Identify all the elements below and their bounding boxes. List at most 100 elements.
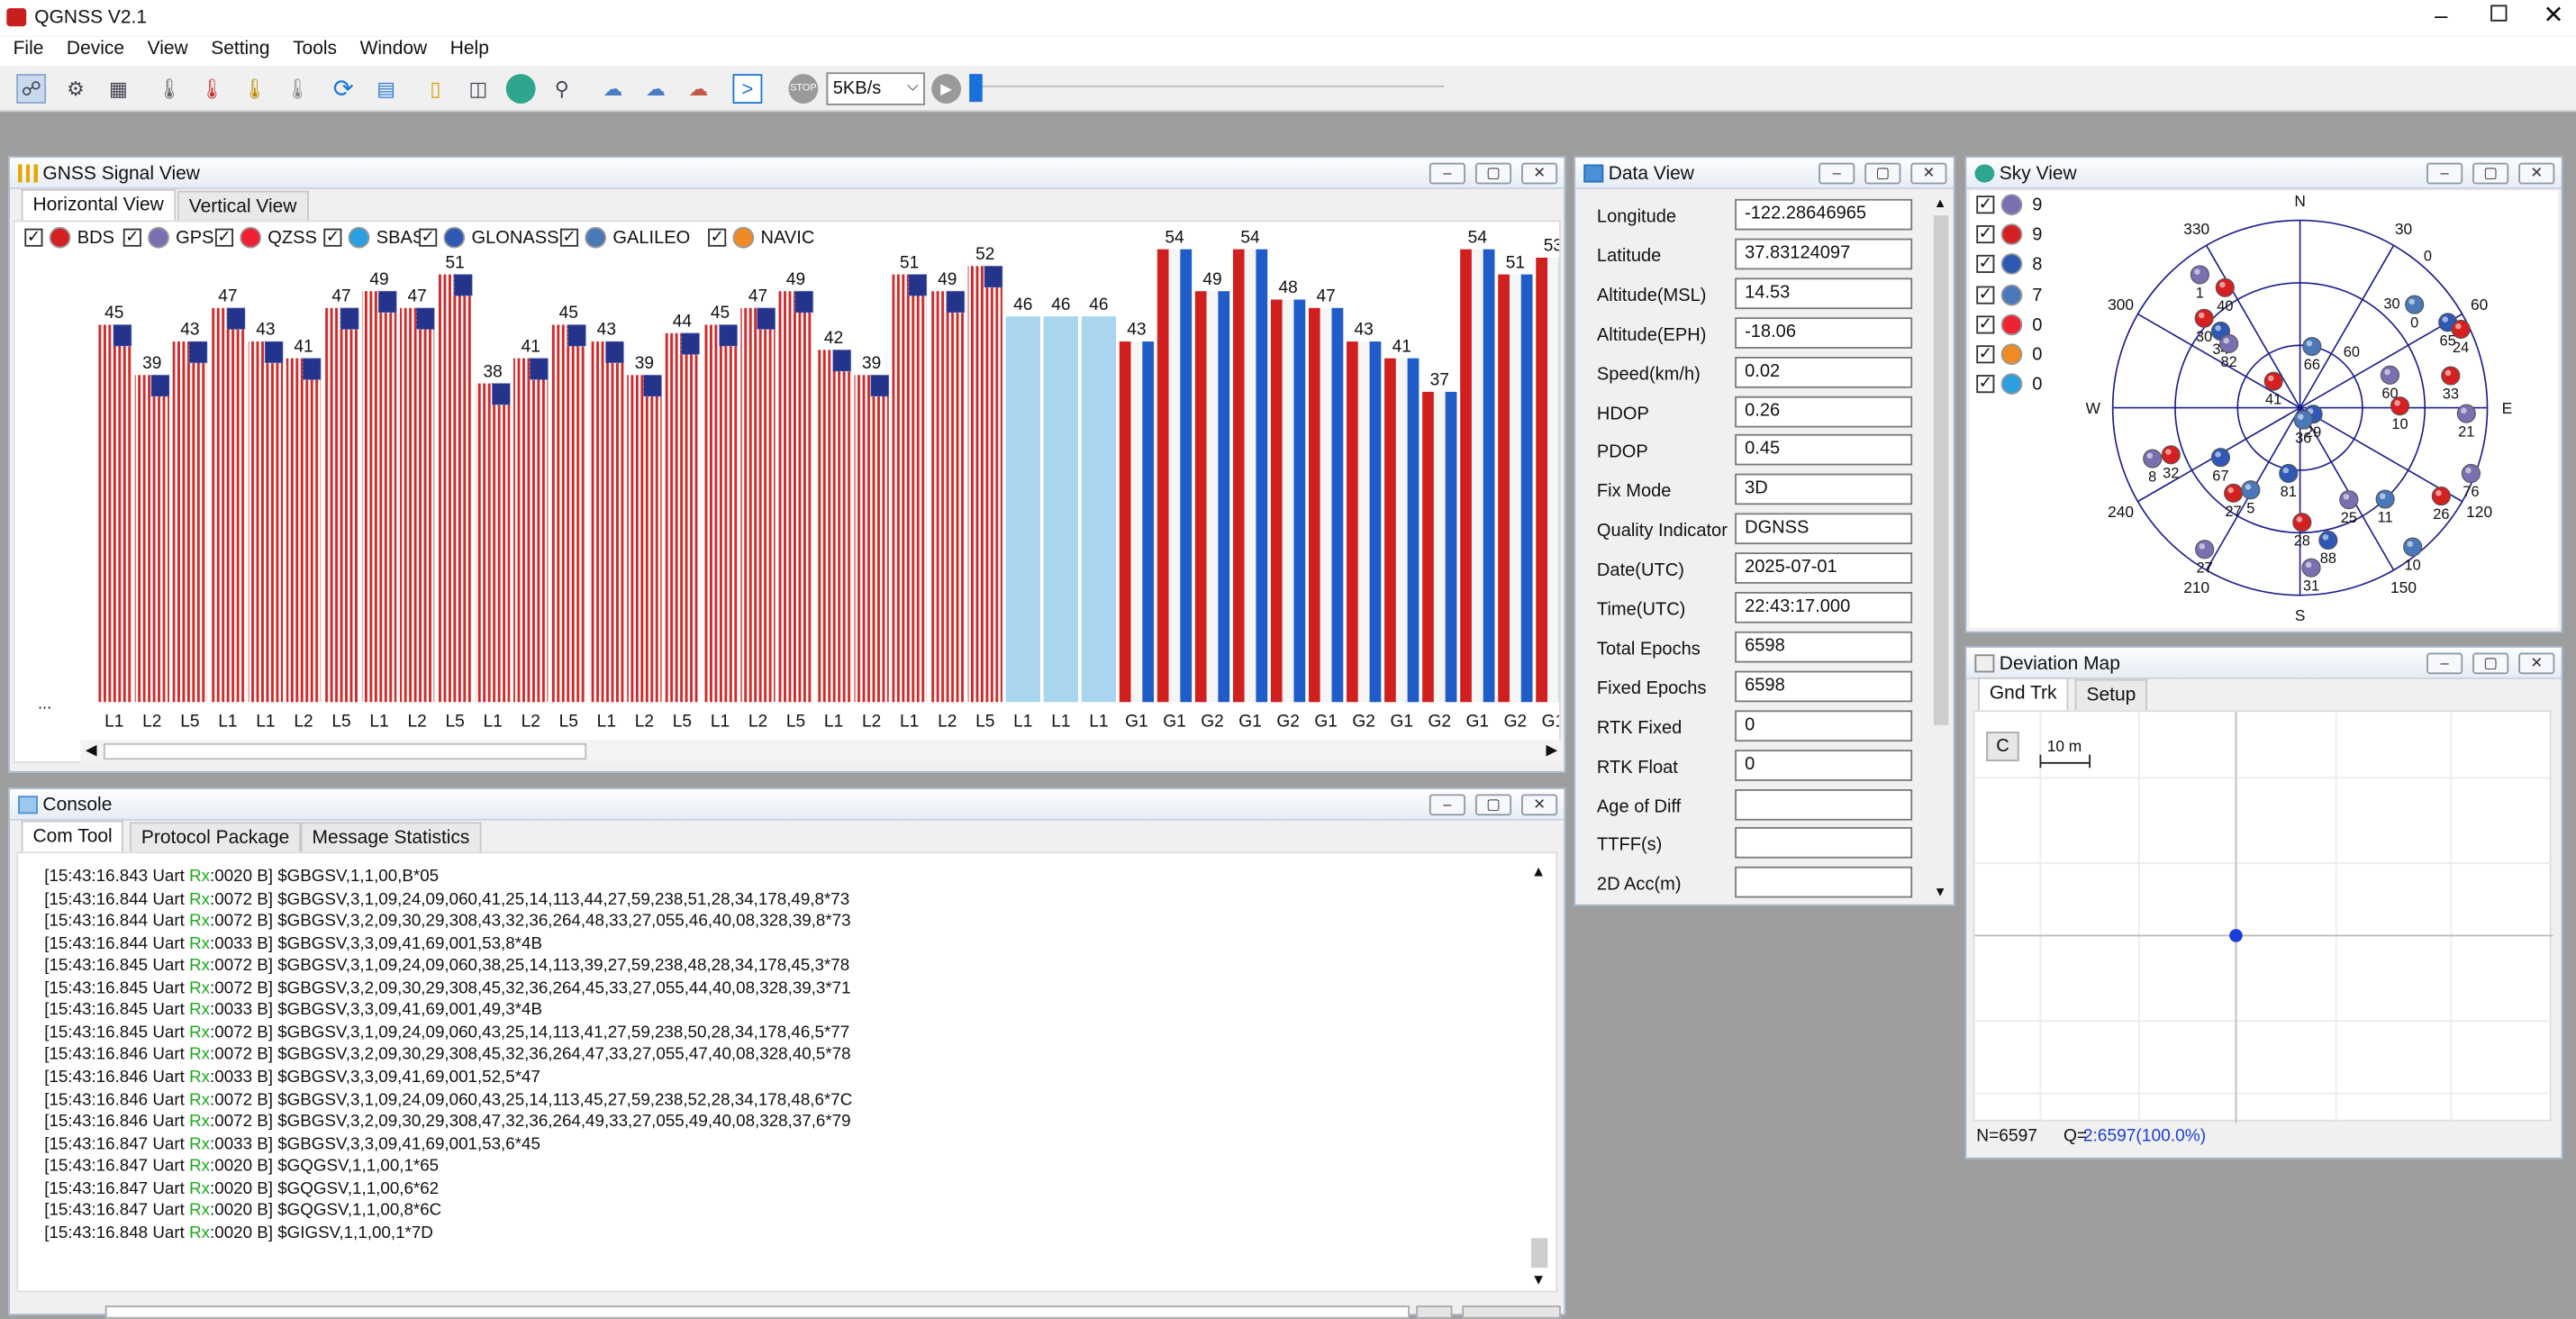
- scrollbar-thumb[interactable]: [104, 743, 586, 760]
- data-value-field[interactable]: 0: [1735, 749, 1912, 780]
- panel-minimize-button[interactable]: –: [1429, 163, 1465, 185]
- cloud-server-icon[interactable]: ☁: [680, 74, 716, 104]
- data-value-field[interactable]: 0: [1735, 710, 1912, 741]
- data-value-field[interactable]: 6598: [1735, 632, 1912, 663]
- map-icon[interactable]: ▤: [371, 74, 401, 104]
- data-value-field[interactable]: [1735, 828, 1912, 860]
- satellite-id-label: 21: [2458, 424, 2474, 441]
- menu-file[interactable]: File: [0, 36, 53, 59]
- minimize-icon[interactable]: –: [2435, 2, 2447, 28]
- data-value-field[interactable]: 37.83124097: [1735, 238, 1912, 269]
- panel-minimize-button[interactable]: –: [1429, 794, 1465, 815]
- panel-minimize-button[interactable]: –: [2426, 653, 2463, 675]
- warm-start-icon[interactable]: 🌡: [240, 74, 269, 104]
- cloud-start-icon[interactable]: ☁: [594, 74, 630, 104]
- satellite-marker: [2264, 372, 2282, 390]
- panel-close-button[interactable]: ✕: [1910, 163, 1946, 185]
- map-view-icon[interactable]: ◫: [463, 74, 493, 104]
- tab-message-statistics[interactable]: Message Statistics: [301, 823, 481, 854]
- menu-help[interactable]: Help: [437, 36, 499, 59]
- bar-band-label: L5: [786, 713, 805, 732]
- restore-icon[interactable]: [2490, 5, 2507, 21]
- playback-slider-handle[interactable]: [969, 74, 983, 102]
- tab-vertical-view[interactable]: Vertical View: [177, 191, 308, 223]
- data-value-field[interactable]: [1735, 867, 1912, 898]
- console-scrollbar[interactable]: ▲ ▼: [1528, 863, 1551, 1287]
- satellite-marker: [2144, 450, 2162, 468]
- device-info-icon[interactable]: ▦: [104, 74, 133, 104]
- tab-horizontal-view[interactable]: Horizontal View: [22, 189, 176, 223]
- panel-minimize-button[interactable]: –: [2426, 163, 2463, 185]
- scroll-down-icon[interactable]: ▼: [1934, 885, 1946, 899]
- data-value-field[interactable]: -122.28646965: [1735, 199, 1912, 231]
- console-command-input[interactable]: [105, 1305, 1410, 1319]
- panel-minimize-button[interactable]: –: [1819, 163, 1855, 185]
- data-value-field[interactable]: 0.45: [1735, 435, 1912, 467]
- scroll-up-icon[interactable]: ▲: [1934, 196, 1946, 210]
- factory-reset-icon[interactable]: 🌡: [283, 74, 313, 104]
- data-value-field[interactable]: 0.02: [1735, 356, 1912, 387]
- position-dot: [2229, 929, 2243, 942]
- console-send-button[interactable]: [1462, 1305, 1560, 1319]
- panel-maximize-button[interactable]: ▢: [1864, 163, 1900, 185]
- bar-band-label: L2: [748, 713, 767, 732]
- play-icon[interactable]: ▶: [931, 74, 961, 104]
- stop-icon[interactable]: STOP: [789, 74, 819, 104]
- connect-icon[interactable]: ☍: [16, 74, 46, 104]
- panel-maximize-button[interactable]: ▢: [2472, 163, 2508, 185]
- panel-maximize-button[interactable]: ▢: [1475, 163, 1511, 185]
- data-value-field[interactable]: [1735, 788, 1912, 820]
- console-line: [15:43:16.847 Uart Rx:0020 B] $GQGSV,1,1…: [44, 1158, 439, 1176]
- console-option-button[interactable]: [1416, 1305, 1452, 1319]
- menu-device[interactable]: Device: [53, 36, 134, 59]
- playback-slider[interactable]: [971, 86, 1444, 87]
- console-line-prefix: [15:43:16.846 Uart: [44, 1069, 189, 1087]
- bar-value-label: 42: [824, 329, 843, 348]
- menu-view[interactable]: View: [134, 36, 198, 59]
- data-value-field[interactable]: 0.26: [1735, 396, 1912, 427]
- hot-start-icon[interactable]: 🌡: [197, 74, 227, 104]
- horizontal-scrollbar[interactable]: ◀ ▶: [80, 740, 1562, 763]
- panel-maximize-button[interactable]: ▢: [2472, 653, 2508, 675]
- menu-tools[interactable]: Tools: [279, 36, 347, 59]
- gear-icon[interactable]: ⚙: [60, 74, 90, 104]
- bar-band-label: L1: [1013, 713, 1032, 732]
- menu-setting[interactable]: Setting: [198, 36, 280, 59]
- scroll-right-icon[interactable]: ▶: [1547, 741, 1558, 760]
- terminal-icon[interactable]: >: [733, 74, 763, 104]
- data-value-field[interactable]: 14.53: [1735, 277, 1912, 309]
- tab-gnd-trk[interactable]: Gnd Trk: [1978, 678, 2068, 711]
- panel-maximize-button[interactable]: ▢: [1475, 794, 1511, 815]
- cold-start-icon[interactable]: 🌡: [154, 74, 184, 104]
- data-value-field[interactable]: 6598: [1735, 670, 1912, 702]
- scroll-down-icon[interactable]: ▼: [1531, 1271, 1546, 1287]
- location-pin-icon[interactable]: ⚲: [547, 74, 576, 104]
- baud-select[interactable]: 5KB/s ⌵: [826, 72, 924, 105]
- scroll-left-icon[interactable]: ◀: [86, 741, 97, 760]
- panel-close-button[interactable]: ✕: [2518, 653, 2554, 675]
- globe-icon[interactable]: [506, 74, 536, 104]
- signal-icon[interactable]: ▯: [421, 74, 450, 104]
- tab-com-tool[interactable]: Com Tool: [22, 821, 124, 854]
- panel-close-button[interactable]: ✕: [1521, 163, 1557, 185]
- cloud-caster-icon[interactable]: ☁: [638, 74, 674, 104]
- close-icon[interactable]: ✕: [2544, 0, 2564, 30]
- data-value-field[interactable]: -18.06: [1735, 317, 1912, 349]
- data-view-scrollbar[interactable]: ▲ ▼: [1930, 193, 1952, 903]
- data-value-field[interactable]: DGNSS: [1735, 514, 1912, 545]
- panel-close-button[interactable]: ✕: [2518, 163, 2554, 185]
- clear-button[interactable]: C: [1986, 732, 2018, 761]
- data-value-field[interactable]: 2025-07-01: [1735, 552, 1912, 584]
- menu-window[interactable]: Window: [347, 36, 437, 59]
- scrollbar-thumb[interactable]: [1531, 1238, 1547, 1268]
- data-value-field[interactable]: 3D: [1735, 474, 1912, 505]
- refresh-icon[interactable]: ⟳: [329, 74, 358, 104]
- data-value-field[interactable]: 22:43:17.000: [1735, 592, 1912, 623]
- bar-value-label: 49: [1202, 270, 1221, 289]
- panel-close-button[interactable]: ✕: [1521, 794, 1557, 815]
- tab-setup[interactable]: Setup: [2075, 679, 2147, 711]
- scroll-up-icon[interactable]: ▲: [1531, 863, 1546, 879]
- tab-protocol-package[interactable]: Protocol Package: [130, 823, 301, 854]
- signal-bar: [476, 384, 510, 703]
- scrollbar-thumb[interactable]: [1934, 215, 1948, 725]
